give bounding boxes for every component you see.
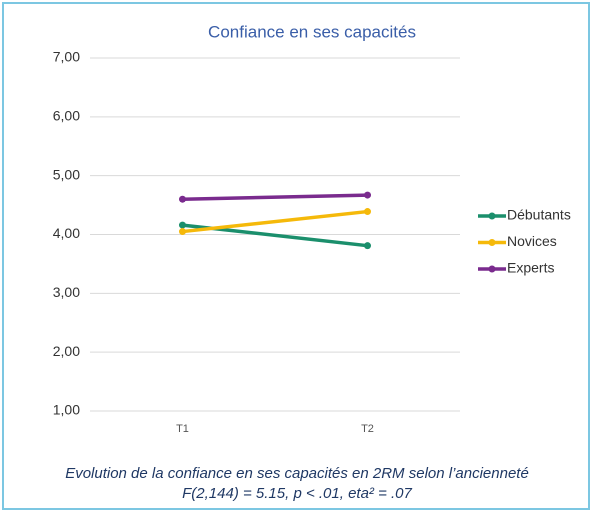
y-tick-label: 7,00 <box>53 49 80 65</box>
legend-label: Experts <box>507 260 554 276</box>
data-point <box>179 195 186 203</box>
data-point <box>364 191 371 199</box>
x-tick-label: T2 <box>361 423 374 435</box>
series-line <box>182 209 368 234</box>
y-tick-label: 1,00 <box>53 402 80 418</box>
caption: F(2,144) = 5.15, p < .01, eta² = .07 <box>182 485 412 502</box>
caption: Evolution de la confiance en ses capacit… <box>65 465 529 482</box>
legend-marker <box>488 212 496 220</box>
data-point <box>179 221 186 229</box>
legend-label: Débutants <box>507 207 571 223</box>
series-line <box>182 193 368 201</box>
y-tick-label: 2,00 <box>53 343 80 359</box>
chart-title: Confiance en ses capacités <box>208 22 416 41</box>
frame <box>2 2 590 510</box>
legend-marker <box>488 239 496 246</box>
y-tick-label: 4,00 <box>53 225 80 241</box>
legend-marker <box>488 265 496 273</box>
y-tick-label: 5,00 <box>53 166 80 182</box>
y-tick-label: 3,00 <box>53 284 80 300</box>
y-tick-label: 6,00 <box>53 108 80 124</box>
data-point <box>364 242 371 250</box>
x-tick-label: T1 <box>176 423 189 435</box>
data-point <box>179 228 186 236</box>
legend-label: Novices <box>507 233 557 249</box>
data-point <box>364 208 371 216</box>
